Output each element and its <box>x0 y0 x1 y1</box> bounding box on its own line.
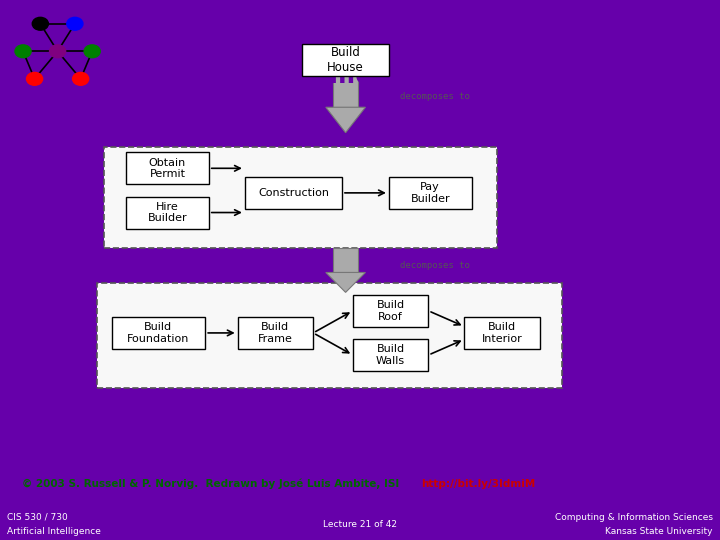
FancyBboxPatch shape <box>302 44 389 76</box>
Text: Obtain
Permit: Obtain Permit <box>149 158 186 179</box>
Bar <box>0 0 18 491</box>
Circle shape <box>73 72 89 85</box>
Text: Hire
Builder: Hire Builder <box>148 202 187 224</box>
Text: CIS 530 / 730: CIS 530 / 730 <box>7 512 68 522</box>
Text: Computing & Information Sciences: Computing & Information Sciences <box>555 512 713 522</box>
Circle shape <box>67 17 83 30</box>
Text: © 2003 S. Russell & P. Norvig.  Redrawn by José Luis Ambite, ISI: © 2003 S. Russell & P. Norvig. Redrawn b… <box>22 479 402 489</box>
FancyBboxPatch shape <box>104 147 497 248</box>
Text: Hierarchical Abstraction:
House-Building Example: Hierarchical Abstraction: House-Building… <box>198 35 551 88</box>
FancyBboxPatch shape <box>126 197 209 228</box>
Text: Lecture 21 of 42: Lecture 21 of 42 <box>323 519 397 529</box>
FancyBboxPatch shape <box>238 317 313 349</box>
Text: Pay
Builder: Pay Builder <box>410 182 450 204</box>
Circle shape <box>32 17 48 30</box>
Circle shape <box>84 45 100 58</box>
Circle shape <box>27 72 42 85</box>
FancyBboxPatch shape <box>464 317 540 349</box>
Text: Build
Roof: Build Roof <box>377 300 405 322</box>
FancyBboxPatch shape <box>126 152 209 184</box>
Text: decomposes to: decomposes to <box>400 92 469 102</box>
Text: Construction: Construction <box>258 188 329 198</box>
Circle shape <box>50 45 66 58</box>
Text: http://bit.ly/3IdmiM: http://bit.ly/3IdmiM <box>421 479 536 489</box>
FancyBboxPatch shape <box>389 177 472 209</box>
Text: Kansas State University: Kansas State University <box>606 526 713 536</box>
FancyBboxPatch shape <box>97 282 562 388</box>
Text: Build
Interior: Build Interior <box>482 322 523 344</box>
FancyBboxPatch shape <box>353 339 428 371</box>
Text: Build
Walls: Build Walls <box>376 344 405 366</box>
Text: Build
House: Build House <box>327 46 364 74</box>
Polygon shape <box>333 248 359 273</box>
FancyBboxPatch shape <box>112 317 205 349</box>
Text: Artificial Intelligence: Artificial Intelligence <box>7 526 101 536</box>
Circle shape <box>15 45 31 58</box>
Polygon shape <box>325 107 365 133</box>
Text: Build
Foundation: Build Foundation <box>127 322 189 344</box>
Polygon shape <box>325 273 365 292</box>
FancyBboxPatch shape <box>353 295 428 327</box>
Text: Build
Frame: Build Frame <box>258 322 293 344</box>
Text: decomposes to: decomposes to <box>400 261 469 270</box>
Polygon shape <box>333 76 359 107</box>
FancyBboxPatch shape <box>245 177 342 209</box>
